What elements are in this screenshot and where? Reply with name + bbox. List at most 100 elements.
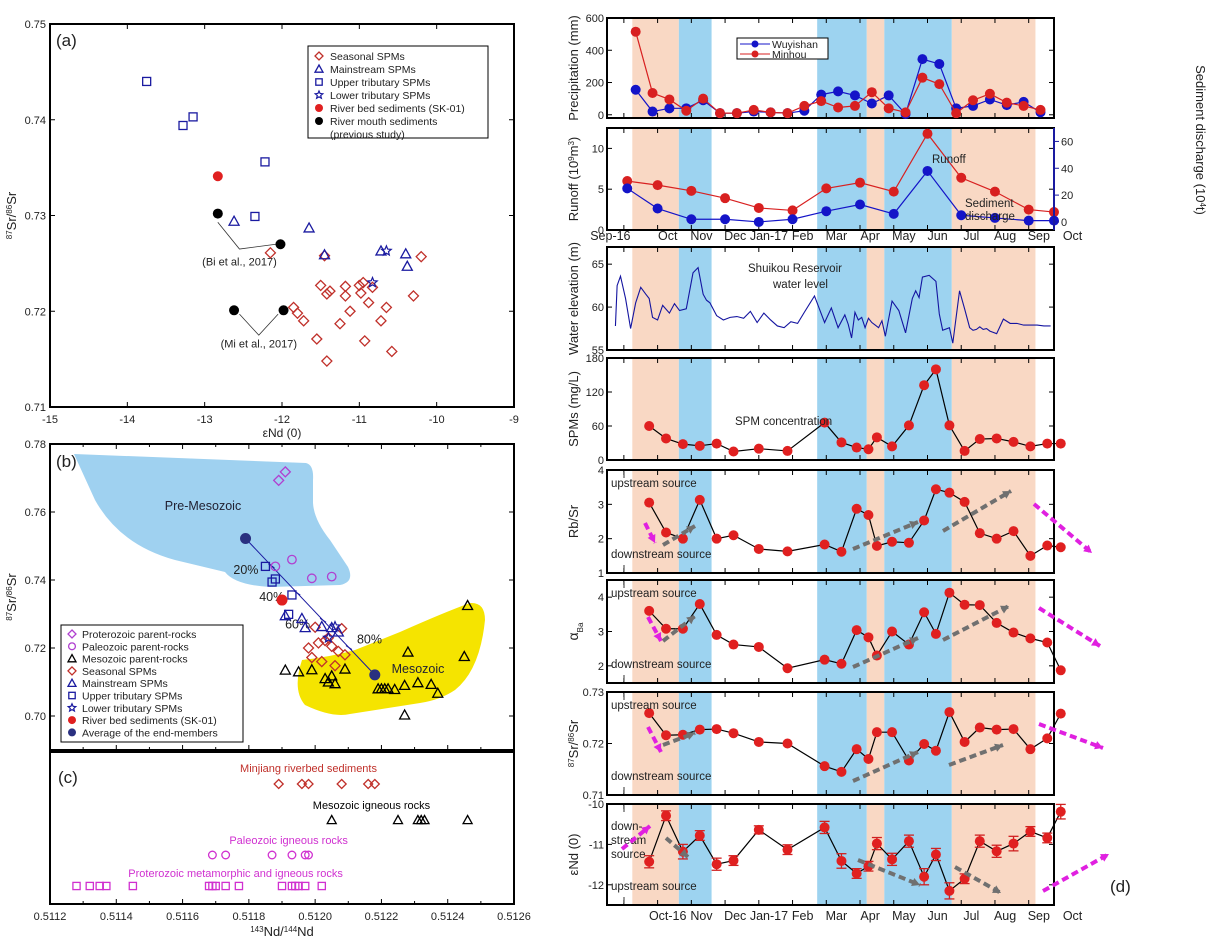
legend-marker: [66, 653, 78, 663]
y-tick-label: 60: [592, 421, 604, 433]
data-point: [328, 677, 342, 689]
data-point: [836, 546, 847, 557]
data-point: [863, 632, 874, 643]
x-tick-label: 0.5112: [34, 911, 67, 923]
data-point: [300, 850, 310, 860]
data-point: [272, 474, 285, 487]
data-point: [919, 380, 930, 391]
season-band: [951, 470, 1036, 573]
legend-marker: [751, 40, 759, 48]
y-tick-label: 1: [598, 568, 604, 580]
data-point: [314, 279, 327, 292]
y-tick-label: 0.72: [25, 643, 46, 655]
legend-marker: [315, 78, 323, 86]
data-point: [753, 543, 764, 554]
y-axis-label: Water elevation (m): [566, 242, 581, 355]
runoff-annotation: Runoff: [932, 154, 966, 166]
annotation-arrow: [217, 221, 276, 250]
y-tick-label: 4: [598, 592, 604, 604]
data-point: [320, 355, 333, 367]
legend-label: Lower tributary SPMs: [330, 90, 430, 102]
data-point: [279, 663, 292, 675]
trend-arrow-grey: [686, 526, 695, 534]
subplot-spm: 0 60 120 180 SPMs (mg/L): [566, 353, 1066, 467]
data-point: [305, 663, 318, 675]
data-point: [900, 107, 911, 118]
right-y-tick-label: 40: [1061, 163, 1073, 175]
data-point: [142, 76, 152, 87]
data-point: [821, 206, 832, 217]
trend-arrow-magenta: [1037, 606, 1102, 648]
data-point: [431, 686, 444, 698]
data-point: [425, 678, 438, 690]
subplot-alpha_ba: 2 3 4 αBa upstream source downstream source: [565, 579, 1066, 684]
trend-arrow-grey: [942, 604, 1010, 642]
data-point: [312, 636, 325, 649]
trend-arrow-magenta: [620, 824, 652, 851]
x-tick-label: 0.5126: [497, 911, 531, 923]
trend-arrow-grey: [857, 858, 921, 887]
trend-arrow-grey: [909, 521, 918, 530]
data-point: [930, 628, 941, 639]
legend-label: (previous study): [330, 129, 405, 141]
data-point: [753, 443, 764, 454]
data-point: [227, 214, 241, 226]
data-point: [956, 210, 967, 221]
data-point: [753, 641, 764, 652]
trend-arrow-grey: [661, 524, 697, 547]
data-point: [851, 744, 862, 755]
data-point: [944, 487, 955, 498]
y-tick-label: 0.78: [25, 439, 46, 451]
month-label: Jan-17: [750, 229, 788, 243]
data-point: [302, 642, 315, 654]
data-point: [325, 621, 338, 633]
month-label: Oct: [1063, 909, 1083, 923]
x-tick-label: 0.5118: [232, 911, 265, 923]
data-point: [338, 662, 352, 674]
group-label: Paleozoic igneous rocks: [229, 835, 348, 847]
y-axis-label: Rb/Sr: [566, 504, 581, 538]
data-point: [358, 335, 371, 347]
season-band: [817, 247, 867, 350]
data-point: [731, 108, 742, 119]
y-tick-label: 0: [598, 110, 604, 122]
data-point: [782, 663, 793, 674]
subplot-frame: [606, 17, 1055, 119]
y-tick-label: 3: [598, 499, 604, 511]
season-band: [632, 247, 679, 350]
month-label: Oct: [1063, 229, 1083, 243]
data-point: [991, 846, 1002, 857]
trend-arrow-grey: [909, 751, 918, 760]
data-point: [1055, 806, 1066, 817]
legend-marker: [315, 117, 323, 125]
data-point: [287, 850, 297, 860]
data-point: [630, 84, 641, 95]
downstream-label: downstream source: [611, 659, 711, 671]
season-band: [632, 804, 679, 905]
group-label: Minjiang riverbed sediments: [240, 763, 377, 775]
right-axis-label: Sediment discharge (104t): [1193, 65, 1208, 215]
trend-arrow-magenta: [1094, 741, 1103, 750]
panel-c: 0.5112 0.5114 0.5116 0.5118 0.5120 0.5122 0.51…: [34, 751, 531, 938]
season-band: [866, 470, 885, 573]
data-point: [344, 305, 356, 318]
data-point: [903, 537, 914, 548]
data-point: [369, 669, 381, 681]
region-label: Mesozoic: [392, 662, 445, 676]
y-tick-label: 0.73: [583, 687, 604, 699]
data-point: [959, 736, 970, 747]
data-point: [304, 850, 313, 860]
month-label: Aug: [994, 229, 1016, 243]
data-point: [711, 724, 722, 735]
trend-arrow-magenta: [1091, 638, 1100, 646]
data-point: [622, 176, 633, 187]
legend-marker: [313, 89, 325, 100]
data-point: [991, 617, 1002, 628]
data-point: [720, 214, 731, 225]
data-point: [819, 822, 830, 833]
data-point: [72, 881, 81, 891]
month-label: Feb: [792, 229, 814, 243]
data-point: [686, 185, 697, 196]
data-point: [279, 609, 292, 621]
